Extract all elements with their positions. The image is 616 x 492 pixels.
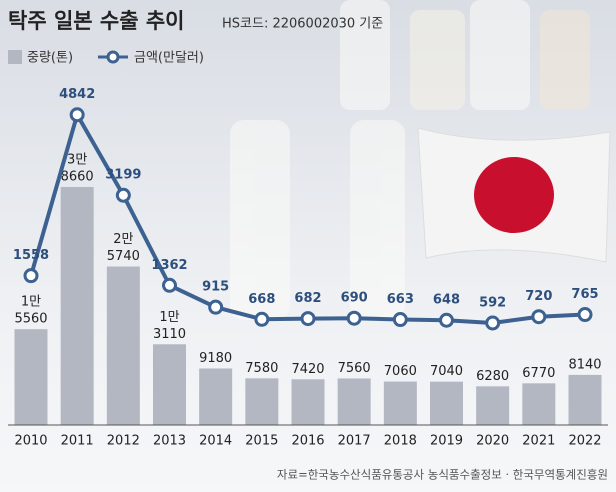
line-marker <box>23 268 39 284</box>
line-marker <box>531 309 547 325</box>
line-value-label: 4842 <box>59 87 95 102</box>
line-marker <box>485 315 501 331</box>
source: 자료=한국농수산식품유통공사 농식품수출정보 · 한국무역통계진흥원 <box>277 468 608 482</box>
legend-label: 중량(톤) <box>27 51 73 66</box>
line-marker <box>439 312 454 328</box>
line-value-label: 915 <box>202 280 229 295</box>
bar <box>476 386 510 425</box>
chart-title: 탁주 일본 수출 추이 <box>8 9 185 33</box>
x-tick-label: 2012 <box>107 434 140 449</box>
line-value-label: 720 <box>525 289 552 304</box>
bar-value-label: 5560 <box>14 312 47 327</box>
line-value-label: 765 <box>571 287 598 302</box>
x-tick-label: 2019 <box>430 434 463 449</box>
bar <box>106 266 140 425</box>
x-tick-label: 2022 <box>568 434 601 449</box>
bar-value-label: 7580 <box>245 361 278 376</box>
line-marker <box>300 311 316 327</box>
bar <box>430 381 463 425</box>
legend-label: 금액(만달러) <box>134 51 204 66</box>
line-value-label: 648 <box>433 293 460 308</box>
photo-decor <box>230 0 590 320</box>
line-marker <box>69 107 85 123</box>
bar-value-label: 3110 <box>153 327 186 342</box>
bar-value-label: 7420 <box>291 362 324 377</box>
x-tick-label: 2011 <box>61 434 94 449</box>
x-tick-label: 2016 <box>291 434 324 449</box>
japan-flag <box>417 127 611 263</box>
x-tick-label: 2013 <box>153 434 186 449</box>
x-tick-label: 2014 <box>199 434 232 449</box>
bar-value-label: 1만 <box>21 295 41 310</box>
bar-value-label: 6770 <box>522 366 555 381</box>
line-value-label: 592 <box>479 295 506 310</box>
line-marker <box>392 312 408 328</box>
bar-value-label: 3만 <box>67 152 87 167</box>
line-marker <box>115 187 131 203</box>
line-marker <box>577 307 593 323</box>
line-marker <box>208 299 224 315</box>
line-value-label: 1558 <box>13 248 49 263</box>
line-value-label: 668 <box>248 292 275 307</box>
chart-subtitle: HS코드: 2206002030 기준 <box>222 17 383 32</box>
bar-value-label: 1만 <box>159 310 179 325</box>
x-tick-label: 2020 <box>476 434 509 449</box>
bar <box>522 383 556 425</box>
legend-swatch <box>8 50 22 64</box>
line-marker <box>162 277 177 293</box>
x-tick-label: 2015 <box>245 434 278 449</box>
line-value-label: 682 <box>294 291 321 306</box>
bar-value-label: 9180 <box>199 351 232 366</box>
bar-value-label: 8140 <box>568 357 601 372</box>
bar-value-label: 6280 <box>476 369 509 384</box>
line-value-label: 1362 <box>151 258 187 273</box>
legend-marker <box>106 50 120 64</box>
bar-value-label: 7560 <box>338 361 371 376</box>
bar <box>14 329 48 425</box>
bar <box>337 378 371 425</box>
bar-value-label: 7060 <box>384 364 417 379</box>
bar-value-label: 7040 <box>430 364 463 379</box>
bar <box>60 186 94 425</box>
line-value-label: 3199 <box>105 168 141 183</box>
bar <box>568 374 602 425</box>
line-marker <box>254 311 270 327</box>
line-value-label: 690 <box>341 291 368 306</box>
x-tick-label: 2018 <box>384 434 417 449</box>
line-value-label: 663 <box>387 292 414 307</box>
bar <box>245 378 279 425</box>
x-tick-label: 2021 <box>522 434 555 449</box>
bar-value-label: 2만 <box>113 232 133 247</box>
bar-value-label: 5740 <box>107 249 140 264</box>
x-tick-label: 2017 <box>338 434 371 449</box>
bar <box>291 379 325 425</box>
bar <box>383 381 417 425</box>
bar-value-label: 8660 <box>61 169 94 184</box>
bar <box>199 368 233 425</box>
bar <box>153 344 186 425</box>
line-marker <box>346 310 362 326</box>
x-tick-label: 2010 <box>14 434 47 449</box>
